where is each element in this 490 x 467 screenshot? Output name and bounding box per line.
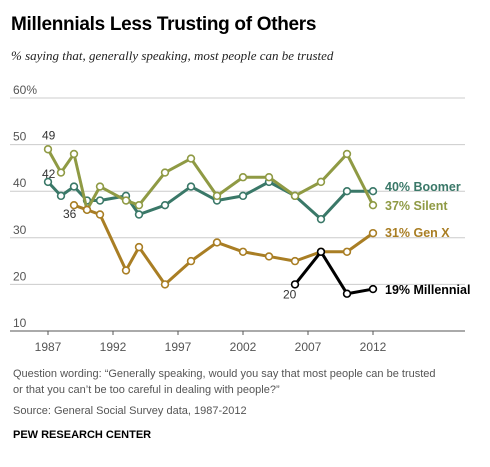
data-point-gen-x: [186, 256, 196, 266]
data-point-boomer: [69, 182, 79, 191]
data-point-gen-x: [95, 210, 105, 219]
data-point-silent: [238, 173, 248, 182]
series-line-boomer: [46, 180, 375, 221]
gridlines: [10, 97, 465, 332]
data-point-gen-x: [368, 228, 378, 238]
x-tick-label: 2012: [360, 340, 387, 354]
data-point-gen-x: [69, 200, 79, 210]
y-tick-label: 30: [13, 223, 27, 237]
data-point-boomer: [368, 187, 378, 196]
series-label-silent: 37% Silent: [385, 199, 448, 213]
data-point-silent: [56, 168, 66, 177]
y-tick-label: 60%: [13, 83, 37, 97]
line-chart: 60% 50 40 30 20 10 1987 1992 1997 2002 2007 2012 4…: [10, 83, 470, 354]
data-point-gen-x: [238, 247, 248, 256]
question-wording-note: Question wording: “Generally speaking, w…: [13, 368, 436, 396]
y-axis-ticks: 60% 50 40 30 20 10: [13, 83, 37, 330]
source-note: Source: General Social Survey data, 1987…: [13, 405, 247, 417]
data-point-millennial: [368, 284, 378, 294]
data-label: 42: [42, 167, 56, 181]
series-lines: [43, 145, 378, 298]
data-point-gen-x: [290, 256, 300, 266]
series-line-gen-x: [72, 203, 375, 286]
data-point-boomer: [342, 187, 352, 196]
data-point-silent: [342, 149, 352, 159]
data-point-silent: [160, 168, 170, 177]
x-tick-label: 2007: [295, 340, 322, 354]
y-tick-label: 20: [13, 269, 27, 283]
data-point-millennial: [316, 247, 326, 256]
y-tick-label: 50: [13, 130, 27, 144]
data-point-silent: [121, 196, 131, 205]
series-silent: [43, 145, 378, 215]
series-label-boomer: 40% Boomer: [385, 180, 461, 194]
x-tick-label: 1987: [35, 340, 62, 354]
chart-subtitle: % saying that, generally speaking, most …: [11, 48, 334, 63]
data-point-boomer: [134, 210, 144, 219]
annotations: 49 42 36 20: [42, 128, 297, 301]
series-label-gen-x: 31% Gen X: [385, 226, 450, 240]
series-line-silent: [46, 147, 375, 212]
series-gen-x: [69, 200, 378, 289]
data-point-silent: [95, 182, 105, 191]
data-point-boomer: [43, 177, 53, 187]
data-label: 36: [63, 207, 77, 221]
series-boomer: [43, 177, 378, 224]
data-point-silent: [264, 173, 274, 182]
data-label: 20: [283, 287, 297, 301]
data-point-silent: [368, 200, 378, 210]
credit-line: PEW RESEARCH CENTER: [13, 429, 152, 441]
x-tick-label: 2002: [230, 340, 257, 354]
data-point-silent: [43, 145, 53, 154]
data-point-gen-x: [212, 238, 222, 247]
data-point-boomer: [238, 191, 248, 201]
data-point-gen-x: [121, 266, 131, 275]
data-point-silent: [134, 200, 144, 210]
series-labels: 40% Boomer 37% Silent 31% Gen X 19% Millenn…: [385, 180, 470, 297]
data-point-boomer: [95, 196, 105, 205]
y-tick-label: 10: [13, 316, 27, 330]
data-point-millennial: [342, 289, 352, 298]
series-millennial: [290, 247, 378, 298]
data-point-silent: [69, 149, 79, 159]
data-point-boomer: [186, 182, 196, 191]
data-point-boomer: [56, 191, 66, 201]
x-tick-label: 1992: [100, 340, 127, 354]
x-axis-ticks: 1987 1992 1997 2002 2007 2012: [35, 331, 387, 354]
data-point-gen-x: [160, 280, 170, 289]
data-point-millennial: [290, 280, 300, 289]
data-point-boomer: [316, 214, 326, 224]
data-point-silent: [290, 191, 300, 201]
data-point-gen-x: [82, 205, 92, 215]
data-point-silent: [316, 177, 326, 187]
data-point-gen-x: [342, 247, 352, 256]
x-tick-label: 1997: [165, 340, 192, 354]
series-label-millennial: 19% Millennial: [385, 283, 470, 297]
data-point-silent: [212, 191, 222, 201]
data-point-gen-x: [264, 252, 274, 261]
chart-title: Millennials Less Trusting of Others: [11, 14, 317, 35]
data-label: 49: [42, 128, 56, 142]
series-line-millennial: [293, 250, 375, 296]
data-point-gen-x: [134, 242, 144, 252]
y-tick-label: 40: [13, 176, 27, 190]
data-point-silent: [186, 154, 196, 163]
data-point-boomer: [160, 200, 170, 210]
